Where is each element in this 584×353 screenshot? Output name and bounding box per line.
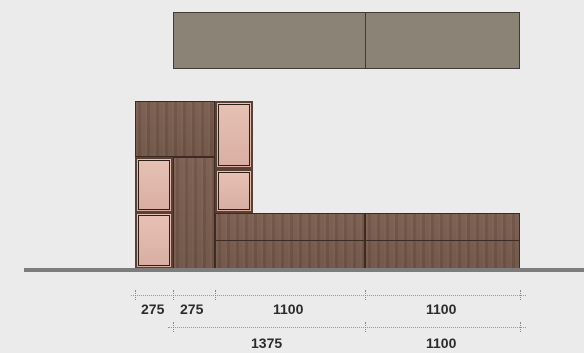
dimension-tick xyxy=(173,322,175,332)
dimension-tick xyxy=(135,290,137,300)
low-sideboard-left xyxy=(215,213,365,269)
dimension-line-row1 xyxy=(131,295,526,296)
top-wood-cabinet xyxy=(135,101,215,157)
glass-door-lower-left xyxy=(135,212,173,269)
dimension-label: 1100 xyxy=(426,335,457,351)
upper-panel-divider xyxy=(365,12,366,69)
floor-line xyxy=(24,268,584,272)
tall-wood-column xyxy=(173,157,215,269)
sideboard-right-seam xyxy=(365,240,520,241)
glass-door-lower-right xyxy=(215,169,253,213)
dimension-line-row2 xyxy=(168,327,526,328)
upper-wall-panel xyxy=(173,12,520,69)
sideboard-left-seam xyxy=(215,240,365,241)
glass-door-upper-right xyxy=(215,101,253,169)
glass-door-upper-left xyxy=(135,157,173,213)
dimension-tick xyxy=(365,322,367,332)
dimension-label: 1100 xyxy=(273,301,304,317)
dimension-tick xyxy=(173,290,175,300)
dimension-tick xyxy=(365,290,367,300)
dimension-tick xyxy=(520,322,522,332)
dimension-tick xyxy=(520,290,522,300)
low-sideboard-right xyxy=(365,213,520,269)
dimension-tick xyxy=(215,290,217,300)
dimension-label: 1375 xyxy=(251,335,283,351)
dimension-label: 275 xyxy=(141,301,165,317)
dimension-label: 275 xyxy=(180,301,204,317)
dimension-label: 1100 xyxy=(426,301,457,317)
